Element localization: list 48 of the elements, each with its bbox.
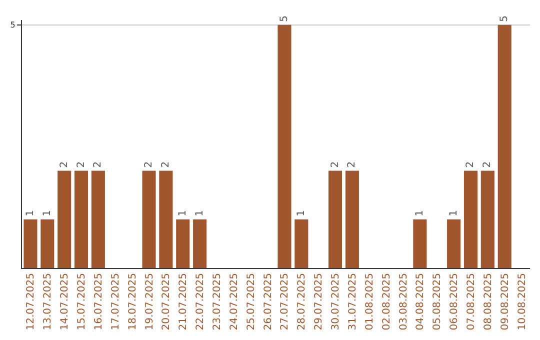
x-tick-label: 30.07.2025 xyxy=(330,273,342,330)
data-label: 1 xyxy=(414,210,426,216)
data-label: 1 xyxy=(296,210,307,216)
x-tick-label: 28.07.2025 xyxy=(296,273,308,330)
x-tick-label: 24.07.2025 xyxy=(228,273,240,330)
x-tick-label: 12.07.2025 xyxy=(26,273,37,330)
x-tick-label: 23.07.2025 xyxy=(212,273,223,330)
x-tick-label: 15.07.2025 xyxy=(76,273,88,330)
x-tick-label: 09.08.2025 xyxy=(500,273,511,330)
x-tick-label: 03.08.2025 xyxy=(398,273,410,330)
x-tick-label: 17.07.2025 xyxy=(110,273,122,330)
x-tick-label: 07.08.2025 xyxy=(466,273,477,330)
x-tick-label: 08.08.2025 xyxy=(482,273,494,330)
data-label: 2 xyxy=(58,161,70,168)
x-tick-label: 02.08.2025 xyxy=(381,273,392,330)
x-tick-label: 01.08.2025 xyxy=(364,273,376,330)
data-label: 2 xyxy=(465,161,476,168)
data-label: 1 xyxy=(177,210,188,216)
x-tick-label: 14.07.2025 xyxy=(60,273,71,330)
data-label: 2 xyxy=(144,161,154,168)
data-label: 2 xyxy=(76,161,87,168)
x-tick-label: 27.07.2025 xyxy=(280,273,291,330)
data-label: 2 xyxy=(330,161,341,168)
x-tick-label: 05.08.2025 xyxy=(432,273,444,330)
x-tick-label: 06.08.2025 xyxy=(449,273,460,330)
data-label: 2 xyxy=(160,161,172,168)
x-tick-label: 22.07.2025 xyxy=(195,273,206,330)
x-tick-label: 29.07.2025 xyxy=(314,273,325,330)
x-tick-label: 21.07.2025 xyxy=(178,273,190,330)
x-tick-label: 20.07.2025 xyxy=(161,273,172,330)
x-tick-label: 31.07.2025 xyxy=(347,273,358,330)
data-label: 5 xyxy=(278,15,290,22)
data-label: 5 xyxy=(499,15,510,22)
data-label: 1 xyxy=(194,210,206,216)
x-tick-label: 10.08.2025 xyxy=(516,273,528,330)
data-label: 1 xyxy=(448,210,460,216)
data-label: 2 xyxy=(482,161,494,168)
data-label: 2 xyxy=(346,161,358,168)
x-tick-label: 16.07.2025 xyxy=(93,273,104,330)
x-tick-label: 04.08.2025 xyxy=(415,273,426,330)
data-label: 1 xyxy=(42,210,53,216)
data-label: 2 xyxy=(92,161,104,168)
x-tick-label: 13.07.2025 xyxy=(42,273,54,330)
x-tick-label: 26.07.2025 xyxy=(262,273,274,330)
x-tick-label: 25.07.2025 xyxy=(246,273,257,330)
data-label: 1 xyxy=(24,210,36,216)
x-tick-label: 19.07.2025 xyxy=(144,273,156,330)
x-tick-label: 18.07.2025 xyxy=(127,273,138,330)
